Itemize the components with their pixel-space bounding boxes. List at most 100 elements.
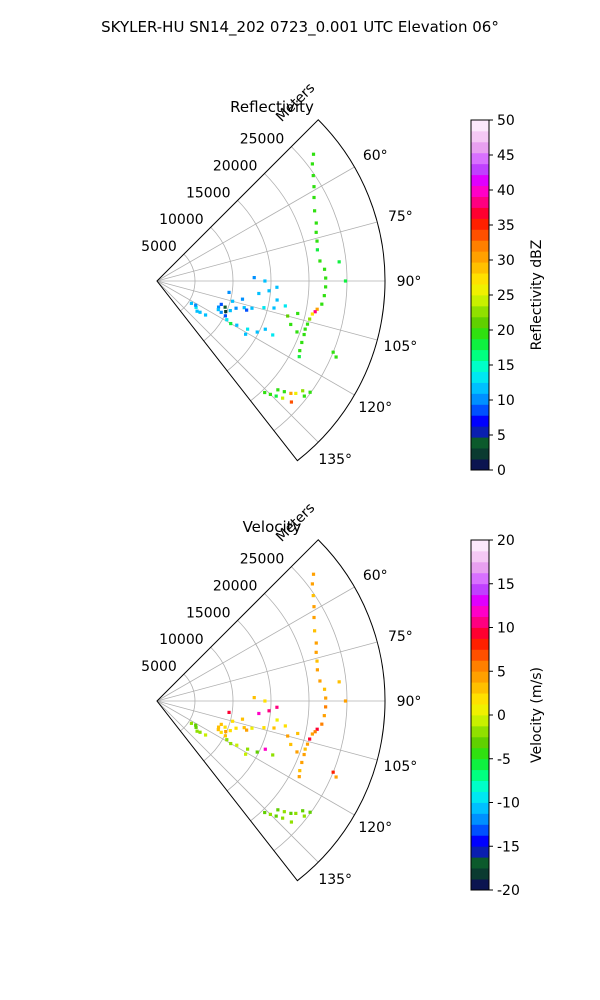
reflectivity-data-point [271,333,275,337]
reflectivity-colorbar-tick-label: 10 [497,393,515,409]
reflectivity-data-point [286,314,290,318]
velocity-data-point [245,747,250,751]
reflectivity-data-point [289,400,294,404]
velocity-frame [156,539,386,882]
reflectivity-data-point [303,327,307,331]
velocity-data-point [194,725,198,729]
velocity-data-point [337,680,341,684]
reflectivity-colorbar-segment [471,130,489,143]
velocity-data-point [324,696,328,700]
velocity-theta-tick-label: 120° [358,820,392,836]
reflectivity-data-point [234,306,238,310]
velocity-data-point [263,810,267,815]
reflectivity-data-point [216,307,220,312]
velocity-data-point [313,730,317,734]
velocity-colorbar-segment [471,868,489,880]
reflectivity-grid-circle [180,253,196,312]
reflectivity-data-point [194,303,198,307]
reflectivity-data-point [252,276,256,280]
reflectivity-data-point [263,279,267,283]
reflectivity-colorbar-tick-label: 20 [497,323,515,339]
velocity-data-point [281,816,285,820]
reflectivity-colorbar-tick-label: 15 [497,358,515,374]
velocity-data-point [257,711,261,716]
velocity-data-point [310,582,314,586]
reflectivity-colorbar-segment [471,152,489,165]
velocity-data-point [245,728,249,732]
reflectivity-data-point [314,230,318,234]
velocity-colorbar-segment [471,583,489,596]
velocity-grid-circle [273,566,348,852]
velocity-colorbar-segment [471,540,489,552]
velocity-grid-circle [226,620,272,792]
velocity-r-tick-label: 5000 [141,659,177,675]
velocity-data-point [286,734,290,738]
velocity-data-point [334,775,338,779]
velocity-data-point [289,820,294,824]
velocity-data-point [313,629,317,633]
reflectivity-data-point [219,302,223,306]
velocity-panel: Velocity 500010000150002000025000Meters6… [141,500,545,899]
reflectivity-data-point [268,392,272,396]
velocity-colorbar-segment [471,802,489,814]
reflectivity-data-point [194,305,198,309]
velocity-colorbar-segment [471,605,489,617]
velocity-colorbar-segment [471,791,489,803]
velocity-colorbar-tick-label: -10 [497,796,520,812]
velocity-data-point [300,760,304,765]
reflectivity-data-point [282,390,286,394]
reflectivity-data-point [189,301,194,305]
reflectivity-theta-tick-label: 105° [384,339,418,355]
velocity-data-point [234,726,238,730]
velocity-grid-spoke [156,700,355,816]
reflectivity-data-point [225,318,229,322]
reflectivity-colorbar-segment [471,382,489,394]
reflectivity-colorbar-segment [471,316,489,329]
reflectivity-colorbar-segment [471,448,489,460]
velocity-colorbar-segment [471,813,489,825]
reflectivity-data-point [315,239,319,243]
reflectivity-colorbar-segment [471,284,489,296]
reflectivity-data-point [257,291,261,296]
reflectivity-colorbar: 0 5 10 15 20 25 30 35 40 45 50 Reflectivity dBZ [470,113,545,479]
reflectivity-colorbar-segment [471,295,489,307]
reflectivity-colorbar-segment [471,371,489,383]
velocity-data-point [294,811,298,815]
velocity-colorbar-segment [471,704,489,716]
velocity-data-point [225,738,229,742]
reflectivity-data-point [227,290,231,295]
reflectivity-data-point [298,349,302,353]
reflectivity-data-point [275,285,279,289]
velocity-grid-spoke [156,641,378,702]
reflectivity-data-point [322,267,327,271]
reflectivity-colorbar-segment [471,338,489,351]
velocity-colorbar-segment [471,627,489,639]
reflectivity-data-point [294,391,298,395]
velocity-data-point [195,729,199,733]
reflectivity-data-point [195,309,199,313]
reflectivity-data-point [295,330,299,334]
reflectivity-data-point [315,307,319,311]
velocity-data-point [322,687,327,691]
velocity-colorbar-segment [471,638,489,650]
reflectivity-data-point [281,396,285,400]
velocity-data-point [310,732,314,736]
reflectivity-theta-tick-label: 135° [318,452,352,468]
reflectivity-data-point [337,260,341,264]
velocity-colorbar-segment [471,550,489,563]
velocity-data-point [289,811,293,815]
velocity-data-point [322,714,326,718]
reflectivity-colorbar-segment [471,360,489,372]
reflectivity-data-point [272,306,276,310]
velocity-data-point [301,809,305,813]
reflectivity-data-point [275,298,279,302]
reflectivity-colorbar-segment [471,459,489,471]
velocity-colorbar-tick-label: 0 [497,708,506,724]
reflectivity-data-point [255,330,259,334]
reflectivity-data-point [310,312,314,316]
velocity-data-point [311,572,316,576]
reflectivity-data-point [224,310,228,314]
reflectivity-data-point [289,391,293,395]
reflectivity-data-point [242,306,246,310]
velocity-data-point [324,705,328,709]
